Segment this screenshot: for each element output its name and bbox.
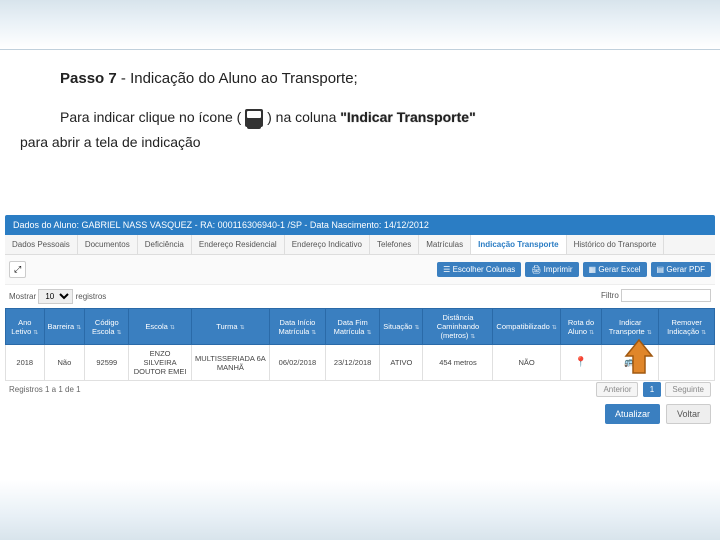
instruction-block: Passo 7 - Indicação do Aluno ao Transpor…: [0, 70, 720, 155]
col-header[interactable]: Barreira⇅: [44, 309, 85, 345]
records-info: Registros 1 a 1 de 1: [9, 385, 81, 394]
col-header[interactable]: Data Fim Matrícula⇅: [325, 309, 379, 345]
cell: ATIVO: [380, 345, 423, 381]
action-buttons: ☰ Escolher Colunas 🖨 Imprimir ▦ Gerar Exce…: [437, 262, 711, 277]
arrow-icon: [622, 338, 656, 376]
step-label: Passo 7: [60, 70, 117, 87]
show-entries: Mostrar 10 registros: [9, 289, 106, 304]
col-header[interactable]: Turma⇅: [191, 309, 269, 345]
cell: 2018: [6, 345, 45, 381]
instruction-line-2: para abrir a tela de indicação: [20, 130, 660, 155]
back-button[interactable]: Voltar: [666, 404, 711, 424]
imprimir-button[interactable]: 🖨 Imprimir: [525, 262, 578, 277]
slide-bottom-gradient: [0, 480, 720, 540]
tab-row: Dados PessoaisDocumentosDeficiênciaEnder…: [5, 235, 715, 255]
col-header[interactable]: Ano Letivo⇅: [6, 309, 45, 345]
tab-endereço-indicativo[interactable]: Endereço Indicativo: [285, 235, 370, 254]
cell: NÃO: [493, 345, 560, 381]
tab-dados-pessoais[interactable]: Dados Pessoais: [5, 235, 78, 254]
cell: 06/02/2018: [269, 345, 325, 381]
action-footer: Atualizar Voltar: [5, 398, 715, 430]
gerar-pdf-button[interactable]: ▤ Gerar PDF: [651, 262, 711, 277]
expand-button[interactable]: ⤢: [9, 261, 26, 278]
gerar-excel-button[interactable]: ▦ Gerar Excel: [583, 262, 647, 277]
toolbar: ⤢ ☰ Escolher Colunas 🖨 Imprimir ▦ Gerar Ex…: [5, 255, 715, 285]
escolher-colunas-button[interactable]: ☰ Escolher Colunas: [437, 262, 521, 277]
cell: ENZO SILVEIRA DOUTOR EMEI: [129, 345, 191, 381]
col-header[interactable]: Remover Indicação⇅: [659, 309, 715, 345]
table-footer: Registros 1 a 1 de 1 Anterior 1 Seguinte: [5, 381, 715, 398]
filter: Filtro: [601, 289, 711, 304]
arrow-callout: [622, 338, 656, 376]
cell: Não: [44, 345, 85, 381]
data-table: Ano Letivo⇅Barreira⇅Código Escola⇅Escola…: [5, 308, 715, 381]
col-header[interactable]: Compatibilizado⇅: [493, 309, 560, 345]
bus-icon: [245, 109, 263, 127]
cell: 23/12/2018: [325, 345, 379, 381]
slide-top-gradient: [0, 0, 720, 50]
cell: 454 metros: [423, 345, 493, 381]
tab-indicação-transporte[interactable]: Indicação Transporte: [471, 235, 566, 254]
cell: MULTISSERIADA 6A MANHÃ: [191, 345, 269, 381]
table-controls: Mostrar 10 registros Filtro: [5, 285, 715, 308]
cell: 92599: [85, 345, 129, 381]
filter-input[interactable]: [621, 289, 711, 302]
update-button[interactable]: Atualizar: [605, 404, 660, 424]
cell: 📍: [560, 345, 601, 381]
pin-icon[interactable]: 📍: [575, 357, 587, 368]
tab-documentos[interactable]: Documentos: [78, 235, 138, 254]
page-number[interactable]: 1: [643, 382, 661, 397]
col-header[interactable]: Rota do Aluno⇅: [560, 309, 601, 345]
tab-deficiência[interactable]: Deficiência: [138, 235, 192, 254]
cell: [659, 345, 715, 381]
table-header-row: Ano Letivo⇅Barreira⇅Código Escola⇅Escola…: [6, 309, 715, 345]
tab-histórico-do-transporte[interactable]: Histórico do Transporte: [567, 235, 665, 254]
student-header-bar: Dados do Aluno: GABRIEL NASS VASQUEZ - R…: [5, 215, 715, 235]
col-header[interactable]: Código Escola⇅: [85, 309, 129, 345]
col-header[interactable]: Data Início Matrícula⇅: [269, 309, 325, 345]
col-header[interactable]: Situação⇅: [380, 309, 423, 345]
app-screenshot: Dados do Aluno: GABRIEL NASS VASQUEZ - R…: [5, 215, 715, 430]
instruction-line-1: Para indicar clique no ícone ( ) na colu…: [60, 105, 660, 130]
page-size-select[interactable]: 10: [38, 289, 73, 304]
step-title: Passo 7 - Indicação do Aluno ao Transpor…: [60, 70, 660, 87]
highlight-text: "Indicar Transporte": [340, 109, 475, 125]
tab-endereço-residencial[interactable]: Endereço Residencial: [192, 235, 285, 254]
next-button[interactable]: Seguinte: [665, 382, 711, 397]
col-header[interactable]: Escola⇅: [129, 309, 191, 345]
tab-matrículas[interactable]: Matrículas: [419, 235, 471, 254]
pagination: Anterior 1 Seguinte: [596, 385, 711, 394]
prev-button[interactable]: Anterior: [596, 382, 638, 397]
col-header[interactable]: Distância Caminhando (metros)⇅: [423, 309, 493, 345]
table-row: 2018Não92599ENZO SILVEIRA DOUTOR EMEIMUL…: [6, 345, 715, 381]
tab-telefones[interactable]: Telefones: [370, 235, 419, 254]
step-desc: Indicação do Aluno ao Transporte;: [130, 70, 358, 87]
